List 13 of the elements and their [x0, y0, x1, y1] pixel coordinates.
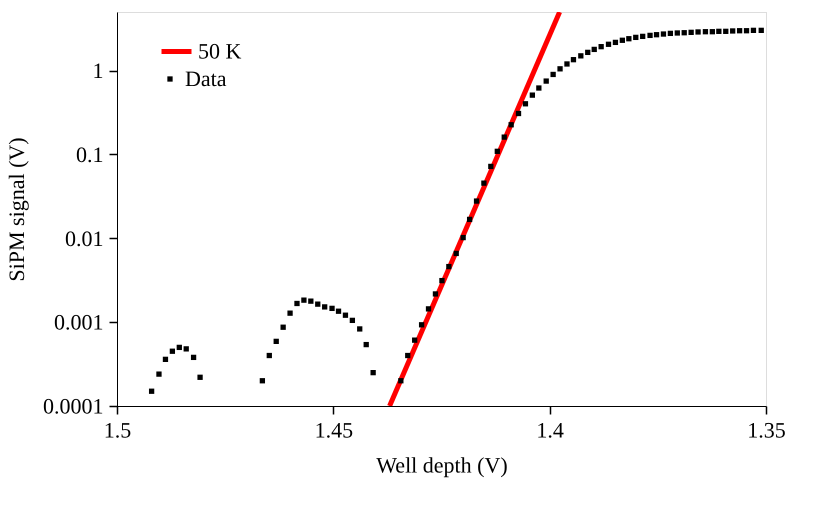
y-axis-title: SiPM signal (V) [4, 137, 29, 282]
y-tick-label: 1 [92, 58, 104, 84]
y-tick-label: 0.01 [65, 226, 104, 251]
legend-label: 50 K [198, 38, 242, 64]
x-tick-label: 1.45 [314, 418, 354, 442]
y-tick-label: 0.0001 [43, 394, 104, 418]
x-tick-label: 1.5 [104, 418, 132, 442]
y-tick-label: 0.001 [54, 310, 104, 335]
x-axis-title: Well depth (V) [376, 452, 508, 478]
x-tick-label: 1.35 [747, 418, 786, 442]
legend-label: Data [185, 66, 227, 91]
y-tick-label: 0.1 [76, 142, 104, 167]
x-tick-label: 1.4 [536, 418, 564, 442]
